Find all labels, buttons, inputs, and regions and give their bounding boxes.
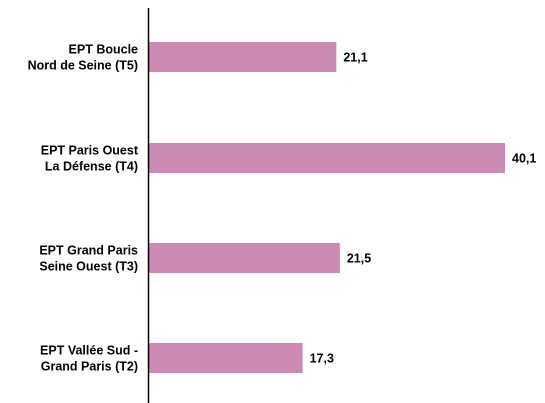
category-label-2-line-1: EPT Paris Ouest (41, 144, 139, 158)
category-label-3-line-1: EPT Grand Paris (39, 244, 138, 258)
category-label-4-line-1: EPT Vallée Sud - (40, 344, 138, 358)
data-label-1: 21,1 (343, 51, 367, 65)
data-label-3: 21,5 (347, 252, 371, 266)
bar-4 (149, 343, 303, 373)
bar-3 (149, 243, 340, 273)
bar-2 (149, 143, 505, 173)
category-label-1-line-2: Nord de Seine (T5) (28, 59, 138, 73)
data-label-2: 40,1 (512, 152, 536, 166)
data-label-4: 17,3 (310, 352, 334, 366)
category-label-1-line-1: EPT Boucle (69, 43, 139, 57)
category-label-4-line-2: Grand Paris (T2) (41, 360, 138, 374)
category-label-2-line-2: La Défense (T4) (45, 160, 138, 174)
category-label-3-line-2: Seine Ouest (T3) (39, 260, 138, 274)
bar-1 (149, 42, 337, 72)
